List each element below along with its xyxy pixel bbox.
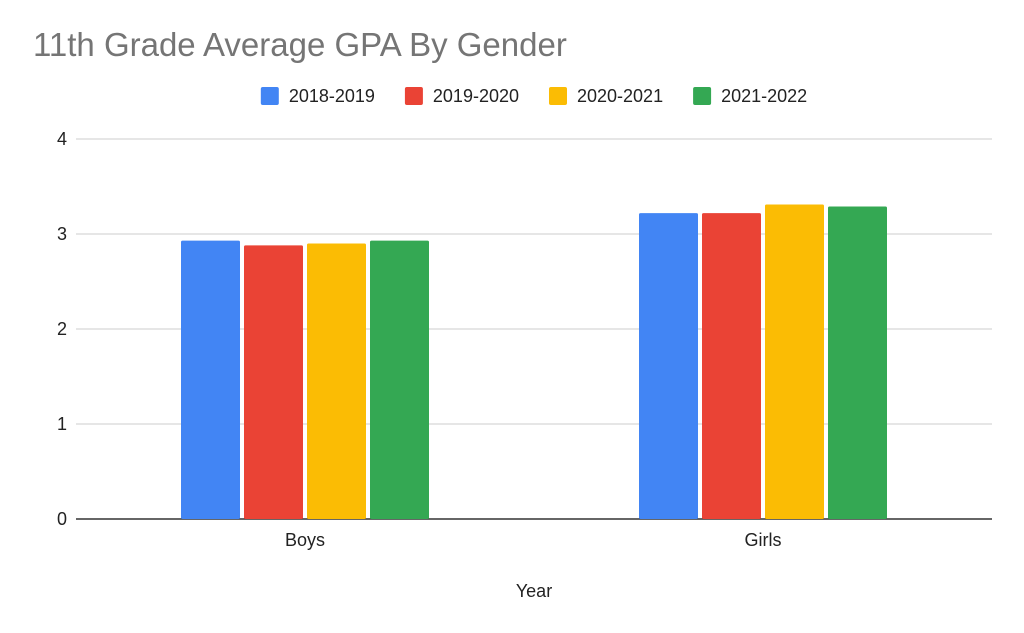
- y-axis-ticks: 0 1 2 3 4: [57, 129, 67, 529]
- legend-label: 2019-2020: [433, 86, 519, 106]
- y-tick-label: 3: [57, 224, 67, 244]
- y-tick-label: 4: [57, 129, 67, 149]
- legend-label: 2021-2022: [721, 86, 807, 106]
- x-axis-ticks: Boys Girls: [285, 530, 782, 550]
- bar-girls-2019-2020: [702, 213, 761, 519]
- bar-girls-2021-2022: [828, 206, 887, 519]
- legend-swatch: [693, 87, 712, 105]
- legend-label: 2018-2019: [289, 86, 375, 106]
- x-axis-title: Year: [516, 581, 552, 601]
- chart-title: 11th Grade Average GPA By Gender: [33, 26, 567, 63]
- bar-boys-2018-2019: [181, 240, 240, 519]
- legend-swatch: [260, 87, 279, 105]
- legend-label: 2020-2021: [577, 86, 663, 106]
- legend: 2018-2019 2019-2020 2020-2021 2021-2022: [260, 86, 807, 106]
- y-tick-label: 1: [57, 414, 67, 434]
- bars: [181, 204, 887, 520]
- bar-girls-2020-2021: [765, 204, 824, 520]
- legend-swatch: [549, 87, 567, 105]
- y-tick-label: 0: [57, 509, 67, 529]
- bar-boys-2019-2020: [244, 245, 303, 519]
- x-tick-label: Girls: [745, 530, 782, 550]
- bar-boys-2020-2021: [307, 243, 366, 519]
- bar-girls-2018-2019: [639, 213, 698, 519]
- bar-boys-2021-2022: [370, 240, 429, 519]
- legend-swatch: [404, 87, 423, 105]
- y-tick-label: 2: [57, 319, 67, 339]
- x-tick-label: Boys: [285, 530, 325, 550]
